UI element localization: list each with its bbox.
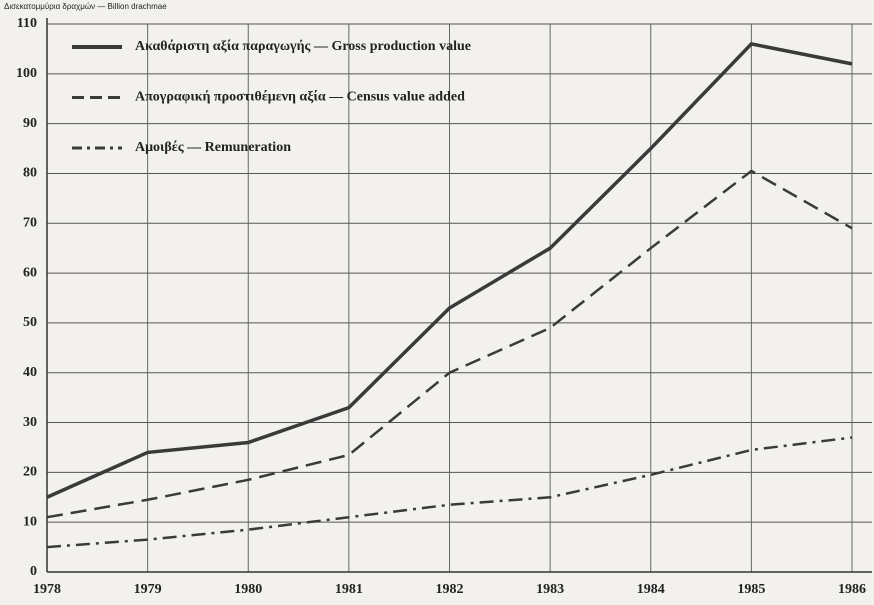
y-tick-label: 90	[23, 116, 37, 131]
series-line	[46, 436, 853, 549]
y-tick-label: 30	[23, 415, 37, 430]
x-tick-label: 1985	[737, 582, 765, 597]
x-tick-label: 1982	[436, 582, 464, 597]
series-line	[46, 169, 853, 519]
x-tick-label: 1978	[33, 582, 61, 597]
x-tick-label: 1979	[134, 582, 162, 597]
y-tick-label: 20	[23, 465, 37, 480]
y-tick-label: 50	[23, 315, 37, 330]
x-tick-label: 1980	[234, 582, 262, 597]
legend-label: Αμοιβές — Remuneration	[135, 140, 291, 155]
x-tick-label: 1984	[637, 582, 665, 597]
legend-label: Ακαθάριστη αξία παραγωγής — Gross produc…	[135, 39, 471, 54]
y-tick-label: 80	[23, 166, 37, 181]
legend-label: Απογραφική προστιθέμενη αξία — Census va…	[135, 90, 465, 105]
y-tick-label: 110	[17, 16, 37, 31]
y-tick-label: 40	[23, 365, 37, 380]
x-tick-label: 1986	[838, 582, 866, 597]
y-tick-label: 100	[16, 66, 37, 81]
y-axis-label: Δισεκατομμύρια δραχμών — Billion drachma…	[4, 2, 167, 11]
series-line	[46, 42, 853, 499]
y-tick-label: 70	[23, 215, 37, 230]
y-tick-label: 0	[30, 564, 37, 579]
x-tick-label: 1983	[536, 582, 564, 597]
y-tick-label: 60	[23, 265, 37, 280]
y-tick-label: 10	[23, 514, 37, 529]
x-tick-label: 1981	[335, 582, 363, 597]
